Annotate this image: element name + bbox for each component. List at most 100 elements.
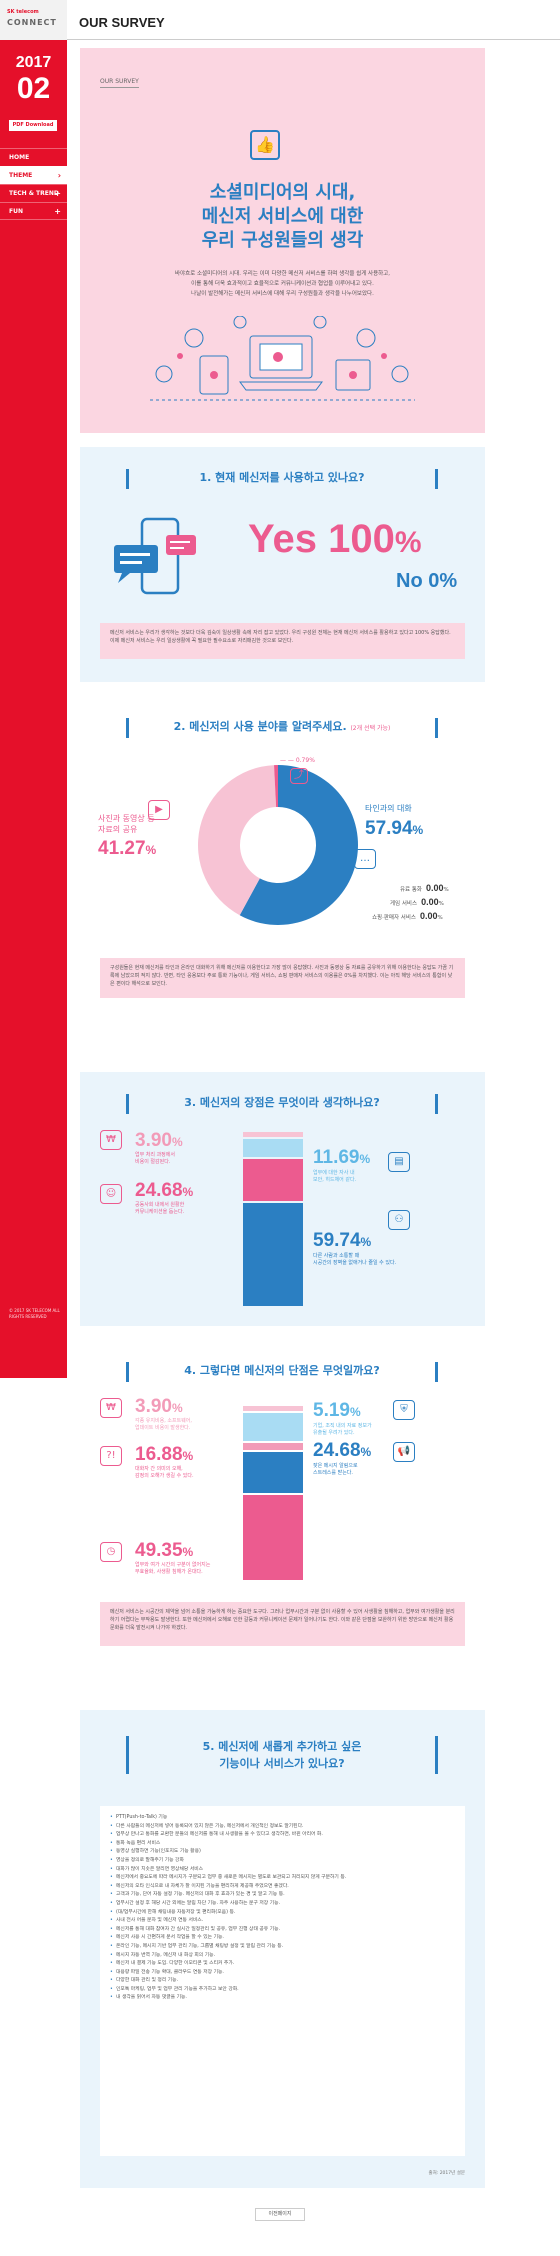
small-stat-row: 유료 통화 0.00% (400, 883, 449, 893)
small-stat-row: 게임 서비스 0.00% (390, 897, 444, 907)
list-item: (대/업무시간에 한해 채팅내용 자동저장 및 편리화(모음) 등. (110, 1909, 455, 1918)
list-item: 영상을 정의로 말해주기 기능 강화 (110, 1857, 455, 1866)
intro-title-line: 우리 구성원들의 생각 (201, 230, 364, 251)
nav-item-tech-trend[interactable]: TECH & TREND + (0, 184, 67, 202)
pdf-download-button[interactable]: PDF Download (9, 120, 57, 131)
q4-stat-desc: 대화자 간 의미의 오해, 감정의 오해가 생길 수 있다. (135, 1466, 194, 1479)
q3-section: 3. 메신저의 장점은 무엇이라 생각하나요? ₩ 3.90% 업무 처리 과정… (80, 1072, 485, 1326)
list-item: 다양한 대화 관리 및 정리 기능. (110, 1977, 455, 1986)
thumbs-up-icon: 👍 (250, 130, 280, 160)
q4-stacked-bar (243, 1406, 303, 1582)
document-icon: ▤ (388, 1152, 410, 1172)
list-item: 업무상 만나고 통화를 교환한 분들의 메신저를 통해 내 사생활을 볼 수 있… (110, 1831, 455, 1840)
small-stat-row: 쇼핑·판매자 서비스 0.00% (372, 911, 443, 921)
list-item: 온라인 기능, 메시지 기반 업무 관리 기능, 그룹별 채팅방 설정 및 알림… (110, 1943, 455, 1952)
logo[interactable]: SK telecom CONNECT (0, 0, 67, 40)
other-line: — — 0.79% (280, 757, 315, 764)
phone-chat-icon (114, 517, 196, 595)
q4-section: 4. 그렇다면 메신저의 단점은 무엇일까요? ₩ 3.90% 각종 유지비용,… (80, 1340, 485, 1695)
list-item: 메신저의 오타 인식으로 내 자체가 잘 이지된 기능을 편리하게 제공해 주었… (110, 1883, 455, 1892)
q2-title-sub: (2개 선택 가능) (350, 725, 391, 732)
q4-stat-value: 3.90% (135, 1396, 183, 1417)
list-item: PTT(Push-to-Talk) 기능 (110, 1814, 455, 1823)
donut-slice-chat (239, 765, 358, 925)
megaphone-icon: 📢 (393, 1442, 415, 1462)
q3-stat-value: 11.69% (313, 1147, 371, 1168)
list-item: 메시지 자동 번역 기능, 메신저 내 화상 회의 기능. (110, 1952, 455, 1961)
chat-label: 타인과의 대화 (365, 804, 412, 813)
list-item: 다른 사람들의 메신저에 넣어 동록되어 있지 않은 기능, 메신저에서 개인적… (110, 1823, 455, 1832)
intro-title-line: 메신저 서비스에 대한 (201, 206, 364, 227)
list-item: 통화 녹음 편리 서비스 (110, 1840, 455, 1849)
source-note: 출처: 2017년 설문 (428, 2171, 465, 2176)
intro-title-line: 소셜미디어의 시대, (209, 182, 356, 203)
clock-icon: ◷ (100, 1542, 122, 1562)
share-value: 41.27% (98, 838, 157, 859)
q4-title: 4. 그렇다면 메신저의 단점은 무엇일까요? (126, 1362, 438, 1382)
q3-bar-segment (243, 1132, 303, 1137)
issue-year: 2017 (15, 54, 52, 71)
intro-desc-line: 바야흐로 소셜미디어의 시대. 우리는 이미 다양한 메신저 서비스를 하며 생… (174, 271, 390, 277)
q4-bar-segment (243, 1406, 303, 1411)
nav-item-fun[interactable]: FUN + (0, 202, 67, 220)
list-item: 대용량 파일 전송 기능 확대, 클라우드 연동 저장 기능. (110, 1969, 455, 1978)
plus-icon: + (54, 207, 61, 216)
nav-label: THEME (9, 172, 33, 179)
logo-title: CONNECT (7, 18, 57, 27)
list-item: 내 생각을 읽어서 자동 댓글을 기능. (110, 1994, 455, 2003)
q4-stat-value: 16.88% (135, 1444, 194, 1465)
page-title: OUR SURVEY (79, 15, 165, 30)
q3-bar-segment (243, 1159, 303, 1201)
q3-stat-value: 3.90% (135, 1130, 183, 1151)
chat-value: 57.94% (365, 818, 424, 839)
share-icon: ⤴ (290, 768, 308, 784)
q2-donut-chart (198, 765, 358, 925)
list-item: 사내 전사 어플 문자 및 메신저 연동 서비스. (110, 1917, 455, 1926)
yes-value: 100 (328, 517, 395, 561)
intro-section: OUR SURVEY 👍 소셜미디어의 시대, 메신저 서비스에 대한 우리 구… (80, 48, 485, 433)
q4-stat-value: 49.35% (135, 1540, 194, 1561)
q3-stat-desc: 업무에 대한 자사 내 보안, 히드체어 같다. (313, 1170, 357, 1183)
social-devices-illustration (150, 316, 415, 401)
q4-stat-desc: 업무와 여가 시간의 구분이 없어지는 부효율화, 사생활 침해가 온대다. (135, 1562, 211, 1575)
section-label: OUR SURVEY (100, 78, 139, 88)
plus-icon: + (54, 189, 61, 198)
topbar: OUR SURVEY (67, 0, 560, 40)
intro-desc-line: 나날이 발전해가는 메신저 서비스에 대해 우리 구성원들과 생각을 나누어보았… (191, 291, 374, 297)
q2-note: 구성원들은 현재 메신저를 타인과 온라인 대화하기 위해 메신저를 이용한다고… (100, 958, 465, 998)
q3-stacked-bar (243, 1132, 303, 1308)
chat-people-icon: ☺ (100, 1184, 122, 1204)
nav-label: TECH & TREND (9, 190, 59, 197)
donut-slice-other (274, 765, 278, 808)
sidebar: SK telecom CONNECT 2017 02 PDF Download … (0, 0, 67, 1378)
q4-stat-desc: 잦은 메시지 알림으로 스트레스를 받는다. (313, 1463, 358, 1476)
list-item: 동영상 실행하면 기능(인포지도 기능 활용) (110, 1848, 455, 1857)
q4-bar-segment (243, 1442, 303, 1450)
q2-title-text: 2. 메신저의 사용 분야를 알려주세요. (173, 720, 347, 733)
list-item: 메신저에서 중요도에 따라 메시지가 구분되고 업무 중 새로운 메시지는 별도… (110, 1874, 455, 1883)
q2-section: 2. 메신저의 사용 분야를 알려주세요. (2개 선택 가능) — — 0.7… (80, 696, 485, 1058)
donut-slice-share (198, 765, 277, 916)
misunderstanding-icon: ?! (100, 1446, 122, 1466)
q1-title: 1. 현재 메신저를 사용하고 있나요? (126, 469, 438, 489)
q4-bar-segment (243, 1495, 303, 1580)
no-value: 0% (428, 570, 458, 592)
chevron-right-icon: › (57, 171, 61, 180)
list-item: 메신저 사용 시 간편하게 문서 작업을 할 수 있는 기능. (110, 1934, 455, 1943)
logo-brand: SK telecom (7, 9, 39, 15)
no-result: No 0% (396, 570, 457, 593)
intro-desc-line: 이를 통해 더욱 효과적이고 효율적으로 커뮤니케이션과 협업을 이루어내고 있… (191, 281, 374, 287)
q3-stat-value: 24.68% (135, 1180, 194, 1201)
q4-bar-segment (243, 1412, 303, 1441)
suggestion-list: PTT(Push-to-Talk) 기능다른 사람들의 메신저에 넣어 동록되어… (100, 1806, 465, 2156)
yes-label: Yes (248, 517, 317, 561)
q3-title: 3. 메신저의 장점은 무엇이라 생각하나요? (126, 1094, 438, 1114)
previous-page-button[interactable]: 이전페이지 (255, 2208, 305, 2221)
list-item: 대화가 많이 치솟은 알리면 영상채당 서비스 (110, 1866, 455, 1875)
video-icon: ▶ (148, 800, 170, 820)
speech-bubble-icon: … (354, 849, 376, 869)
nav-item-theme[interactable]: THEME › (0, 166, 67, 184)
other-value: 0.79 (295, 757, 310, 764)
nav-item-home[interactable]: HOME (0, 148, 67, 166)
